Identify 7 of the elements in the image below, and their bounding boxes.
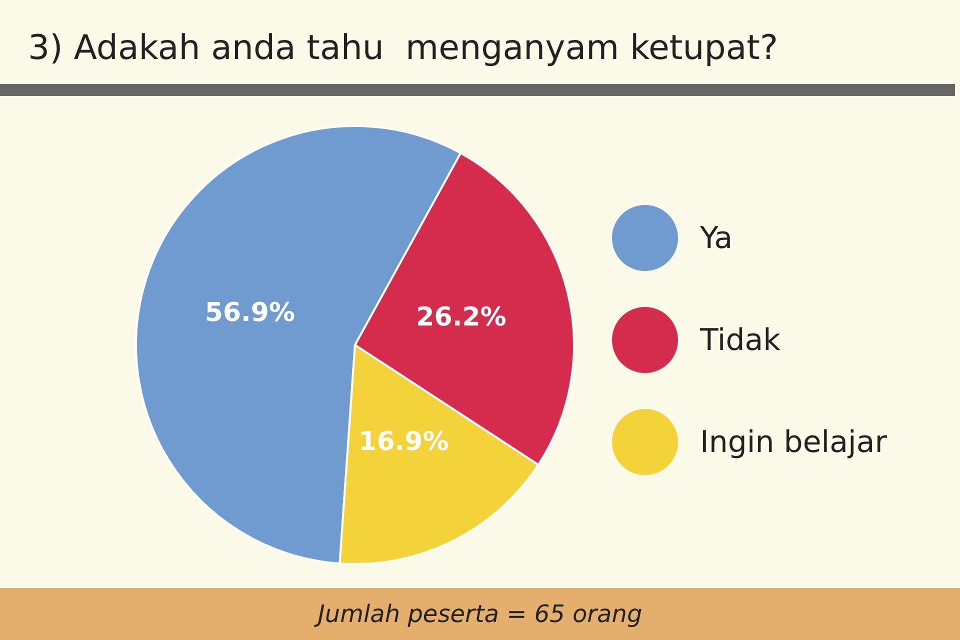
legend-label: Tidak <box>700 322 781 358</box>
data-label: 26.2% <box>416 302 506 332</box>
data-label: 16.9% <box>358 426 449 457</box>
chart-title: 3) Adakah anda tahu menganyam ketupat? <box>28 28 778 68</box>
data-label: 56.9% <box>204 298 296 328</box>
legend-label: Ingin belajar <box>700 424 888 460</box>
legend-label: Ya <box>700 220 733 256</box>
